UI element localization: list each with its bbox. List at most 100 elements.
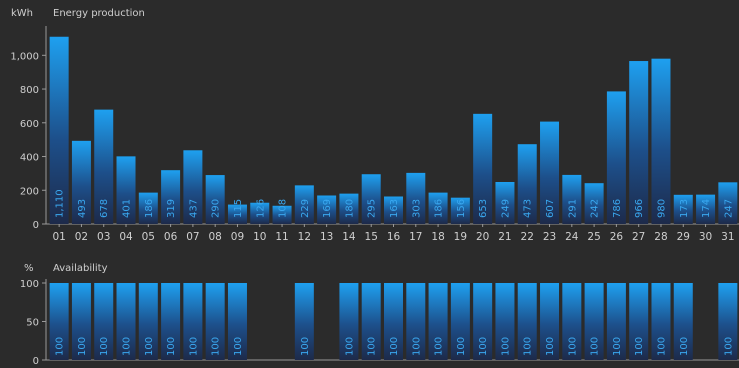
energy-x-tick-label: 04 (119, 231, 133, 243)
availability-value-label: 100 (545, 337, 556, 356)
energy-value-label: 229 (300, 199, 311, 218)
availability-bar-03 (94, 283, 114, 360)
energy-bar-24 (562, 174, 582, 224)
availability-value-label: 100 (679, 337, 690, 356)
energy-value-label: 108 (278, 199, 289, 218)
energy-bar-01 (49, 36, 69, 224)
energy-x-tick-label: 07 (186, 231, 199, 243)
energy-value-label: 247 (723, 199, 734, 218)
availability-bar-25 (584, 283, 604, 360)
energy-x-tick-label: 24 (565, 231, 579, 243)
energy-bar-15 (361, 174, 381, 224)
availability-bar-06 (161, 283, 181, 360)
availability-value-label: 100 (211, 337, 222, 356)
energy-y-tick-label: 400 (20, 153, 39, 164)
energy-value-label: 186 (144, 199, 155, 218)
energy-bar-14 (339, 193, 359, 224)
availability-value-label: 100 (367, 337, 378, 356)
availability-bar-26 (606, 283, 626, 360)
energy-value-label: 180 (344, 199, 355, 218)
availability-value-label: 100 (122, 337, 133, 356)
availability-y-tick-label: 100 (20, 279, 39, 290)
availability-bar-23 (540, 283, 560, 360)
energy-x-tick-label: 23 (543, 231, 556, 243)
energy-y-tick-label: 1,000 (10, 51, 39, 62)
availability-bar-29 (673, 283, 693, 360)
energy-x-tick-label: 14 (342, 231, 356, 243)
energy-x-tick-label: 03 (97, 231, 110, 243)
energy-bar-08 (205, 175, 225, 224)
availability-bar-22 (517, 283, 537, 360)
energy-title: Energy production (53, 8, 145, 19)
energy-bar-18 (428, 192, 448, 224)
energy-x-tick-label: 30 (699, 231, 712, 243)
availability-plot: 0 50 100 100 100 100 100 100 100 100 100 100 100 100 1… (20, 279, 739, 367)
energy-value-label: 786 (612, 199, 623, 218)
energy-x-tick-label: 22 (521, 231, 534, 243)
availability-value-label: 100 (456, 337, 467, 356)
availability-value-label: 100 (434, 337, 445, 356)
energy-bar-29 (673, 194, 693, 224)
energy-value-label: 173 (679, 199, 690, 218)
energy-x-tick-label: 06 (164, 231, 178, 243)
energy-y-tick-label: 200 (20, 186, 39, 197)
energy-bar-10 (250, 202, 270, 224)
energy-bar-07 (183, 150, 203, 224)
energy-y-tick-label: 800 (20, 85, 39, 96)
availability-bar-31 (718, 283, 738, 360)
energy-x-tick-label: 13 (320, 231, 333, 243)
energy-bar-22 (517, 144, 537, 224)
energy-value-label: 156 (456, 199, 467, 218)
energy-bar-31 (718, 182, 738, 224)
availability-bar-07 (183, 283, 203, 360)
availability-bar-24 (562, 283, 582, 360)
energy-value-label: 607 (545, 199, 556, 218)
energy-x-tick-label: 26 (610, 231, 624, 243)
energy-bar-26 (606, 91, 626, 225)
energy-value-label: 242 (590, 199, 601, 218)
energy-value-label: 493 (77, 199, 88, 218)
energy-value-label: 174 (701, 199, 712, 218)
availability-bar-04 (116, 283, 136, 360)
energy-value-label: 437 (188, 199, 199, 218)
availability-bar-12 (294, 283, 314, 360)
availability-value-label: 100 (634, 337, 645, 356)
energy-x-tick-label: 09 (231, 231, 244, 243)
energy-x-tick-label: 01 (52, 231, 65, 243)
energy-x-tick-label: 19 (454, 231, 467, 243)
availability-value-label: 100 (478, 337, 489, 356)
availability-bar-21 (495, 283, 515, 360)
energy-bar-09 (227, 204, 247, 224)
energy-bar-30 (696, 194, 716, 224)
availability-bar-20 (473, 283, 493, 360)
energy-x-tick-label: 17 (409, 231, 422, 243)
availability-bar-17 (406, 283, 426, 360)
availability-value-label: 100 (500, 337, 511, 356)
availability-bar-18 (428, 283, 448, 360)
availability-value-label: 100 (411, 337, 422, 356)
energy-value-label: 966 (634, 199, 645, 218)
energy-x-tick-label: 05 (142, 231, 155, 243)
energy-value-label: 303 (411, 199, 422, 218)
availability-value-label: 100 (567, 337, 578, 356)
energy-x-tick-label: 28 (654, 231, 667, 243)
energy-x-tick-label: 02 (75, 231, 88, 243)
energy-bar-21 (495, 181, 515, 224)
energy-value-label: 401 (122, 199, 133, 218)
energy-value-label: 163 (389, 199, 400, 218)
availability-value-label: 100 (144, 337, 155, 356)
energy-bar-27 (629, 61, 649, 224)
availability-value-label: 100 (656, 337, 667, 356)
availability-bar-16 (384, 283, 403, 360)
energy-x-tick-label: 27 (632, 231, 645, 243)
energy-value-label: 319 (166, 199, 177, 218)
energy-ylabel: kWh (11, 8, 33, 19)
energy-value-label: 115 (233, 199, 244, 218)
energy-value-label: 126 (255, 199, 266, 218)
availability-bar-27 (629, 283, 649, 360)
energy-x-tick-label: 15 (365, 231, 378, 243)
energy-bar-03 (94, 109, 114, 224)
energy-plot: 0 200 400 600 800 1,000 1,110 01 493 02 678 03 401 04… (10, 26, 739, 243)
availability-bar-14 (339, 283, 359, 360)
